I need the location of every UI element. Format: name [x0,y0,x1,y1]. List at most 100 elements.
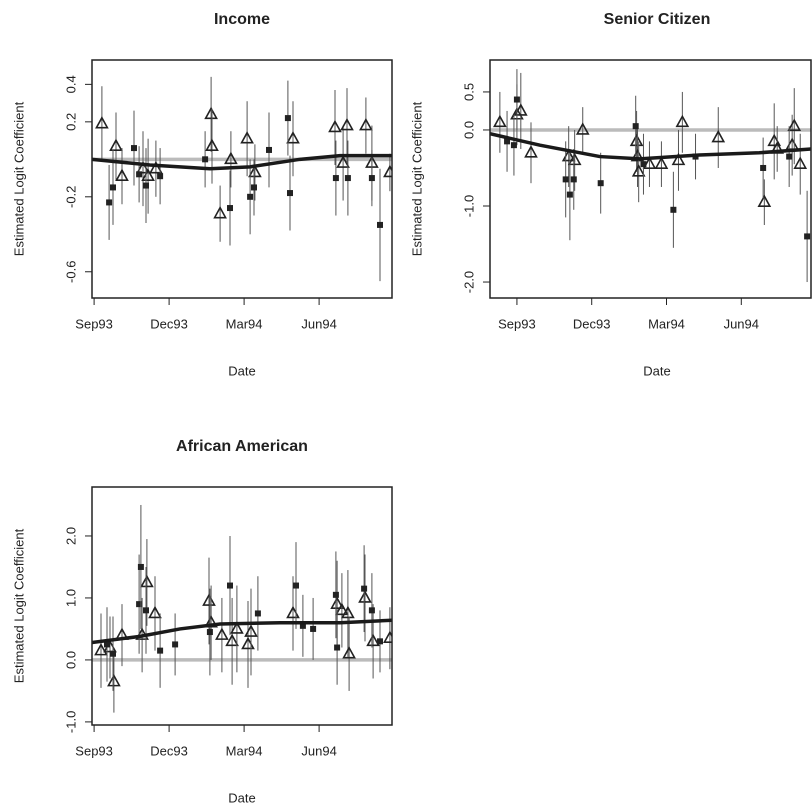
square-point [332,591,339,598]
triangle-point [575,122,590,135]
square-point [368,607,375,614]
square-point [287,190,293,197]
square-point [332,175,339,182]
triangle-point [366,633,380,647]
x-tick-label: Jun94 [301,316,336,331]
square-point [143,607,149,614]
y-axis-label: Estimated Logit Coefficient [409,101,424,256]
x-tick-label: Dec93 [150,316,188,331]
y-axis-label: Estimated Logit Coefficient [11,101,26,256]
smooth-line [490,132,811,161]
x-tick-label: Mar94 [648,316,685,331]
square-point [266,146,272,153]
triangle-point [340,117,354,131]
y-tick-label: -0.2 [63,186,78,208]
triangle-point [224,151,238,165]
triangle-point [671,152,686,166]
square-point [136,171,143,178]
square-point [597,180,604,187]
triangle-point [524,145,538,158]
square-point [670,206,677,213]
triangle-point [630,148,645,162]
y-tick-label: 1.0 [63,589,78,607]
square-point [804,233,811,240]
square-point [334,644,341,651]
triangle-point [654,156,669,169]
square-point [562,176,569,183]
smooth-line [92,153,392,171]
triangle-point [335,602,349,616]
square-point [136,601,143,608]
plot-frame [489,59,812,299]
x-tick-label: Mar94 [226,743,263,758]
y-tick-label: 0.0 [63,651,78,669]
square-point [786,153,793,160]
x-tick-label: Sep93 [75,743,113,758]
panel-title: Income [214,11,270,28]
triangle-point [202,593,216,606]
triangle-point [204,106,218,120]
plot-frame [91,486,393,726]
x-tick-label: Mar94 [226,316,263,331]
plot-area [92,504,392,713]
triangle-point [149,161,163,174]
triangle-point [629,133,644,147]
square-point [760,164,767,171]
square-point [137,563,144,570]
square-point [510,142,517,149]
square-point [377,221,383,228]
triangle-point [359,117,373,131]
triangle-point [711,129,726,143]
y-tick-label: -0.6 [63,261,78,283]
square-point [227,582,233,589]
square-point [640,161,647,168]
square-point [284,115,291,122]
y-tick-label: 0.5 [461,83,476,101]
triangle-point [341,605,355,619]
panel-title: African American [176,438,308,455]
triangle-point [642,156,657,169]
triangle-point [631,164,646,177]
y-tick-label: -1.0 [461,195,476,217]
square-point [110,184,116,191]
y-tick-label: 0.0 [461,121,476,139]
x-tick-label: Jun94 [301,743,336,758]
triangle-point [513,103,528,116]
triangle-point [675,114,690,128]
panel-title: Senior Citizen [604,11,711,28]
triangle-point [94,642,108,656]
square-point [632,123,639,130]
x-axis-label: Date [228,790,255,805]
square-point [293,582,299,589]
y-tick-label: 2.0 [63,527,78,545]
square-point [368,175,375,182]
square-point [310,625,317,632]
square-point [247,193,254,200]
triangle-point [107,673,121,687]
triangle-point [213,206,227,219]
triangle-point [342,646,356,659]
square-point [251,184,257,191]
y-tick-label: 0.2 [63,113,78,131]
square-point [254,610,261,617]
square-point [157,173,164,180]
triangle-point [148,605,162,619]
triangle-point [793,156,808,169]
triangle-point [383,164,392,178]
triangle-point [225,633,239,647]
square-point [202,156,209,163]
x-tick-label: Sep93 [498,316,536,331]
square-point [566,191,573,198]
triangle-point [140,574,154,588]
triangle-point [493,114,507,128]
triangle-point [205,138,219,152]
square-point [377,638,383,645]
square-point [570,176,577,183]
x-tick-label: Dec93 [573,316,611,331]
square-point [106,199,113,206]
triangle-point [141,168,155,181]
y-tick-label: -2.0 [461,271,476,293]
square-point [131,145,137,152]
plot-frame [91,59,393,299]
triangle-point [230,621,244,634]
